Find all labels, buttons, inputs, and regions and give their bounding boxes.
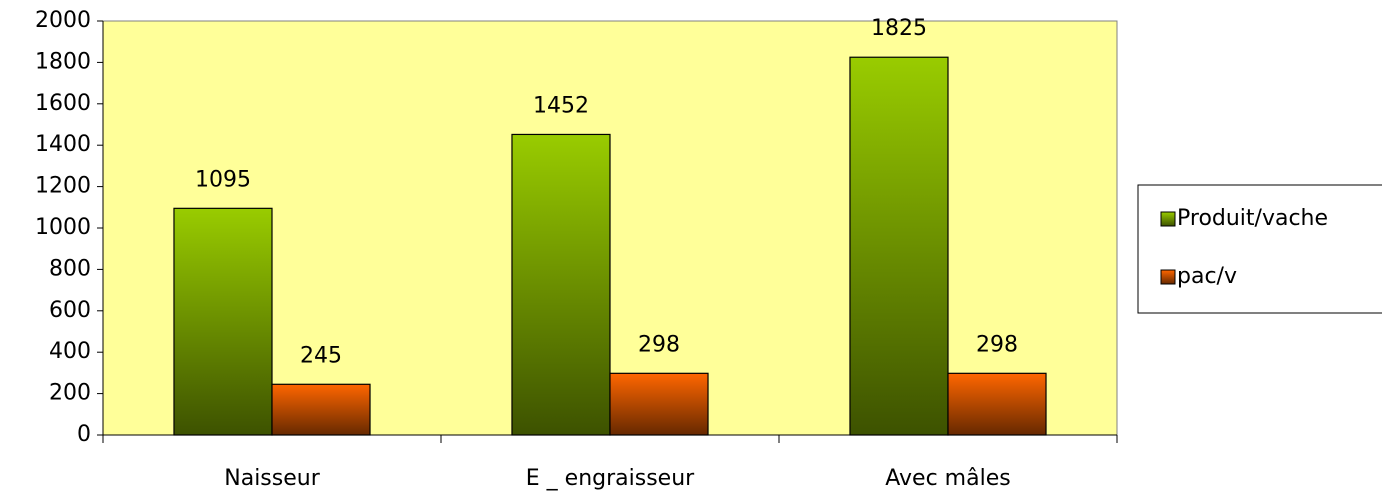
y-tick-label: 1600 bbox=[35, 91, 91, 116]
bar bbox=[511, 133, 611, 436]
y-tick-label: 2000 bbox=[35, 8, 91, 33]
y-tick-label: 1400 bbox=[35, 132, 91, 157]
legend-swatch bbox=[1160, 269, 1176, 285]
data-label: 1095 bbox=[195, 167, 251, 192]
y-tick-label: 600 bbox=[49, 298, 91, 323]
x-tick-label: Naisseur bbox=[224, 466, 320, 491]
y-tick-label: 200 bbox=[49, 381, 91, 406]
data-label: 298 bbox=[638, 332, 680, 357]
y-tick-label: 800 bbox=[49, 256, 91, 281]
y-tick-label: 0 bbox=[77, 422, 91, 447]
data-label: 298 bbox=[976, 332, 1018, 357]
legend-box bbox=[1137, 184, 1382, 314]
x-tick-label: Avec mâles bbox=[885, 466, 1010, 491]
legend-label: Produit/vache bbox=[1177, 206, 1328, 231]
bar bbox=[849, 56, 949, 436]
bar bbox=[947, 372, 1047, 436]
data-label: 245 bbox=[300, 343, 342, 368]
legend-swatch bbox=[1160, 211, 1176, 227]
legend-label: pac/v bbox=[1177, 264, 1237, 289]
x-tick-label: E _ engraisseur bbox=[526, 466, 695, 491]
y-tick-label: 1800 bbox=[35, 49, 91, 74]
bar bbox=[271, 383, 371, 436]
bar bbox=[173, 207, 273, 436]
data-label: 1825 bbox=[871, 16, 927, 41]
data-label: 1452 bbox=[533, 93, 589, 118]
y-tick-label: 400 bbox=[49, 339, 91, 364]
y-tick-label: 1200 bbox=[35, 174, 91, 199]
bar bbox=[609, 372, 709, 436]
y-tick-label: 1000 bbox=[35, 215, 91, 240]
